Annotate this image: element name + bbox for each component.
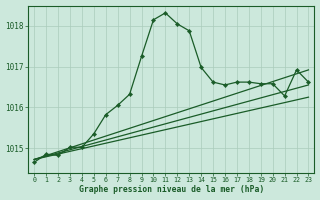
X-axis label: Graphe pression niveau de la mer (hPa): Graphe pression niveau de la mer (hPa) bbox=[79, 185, 264, 194]
